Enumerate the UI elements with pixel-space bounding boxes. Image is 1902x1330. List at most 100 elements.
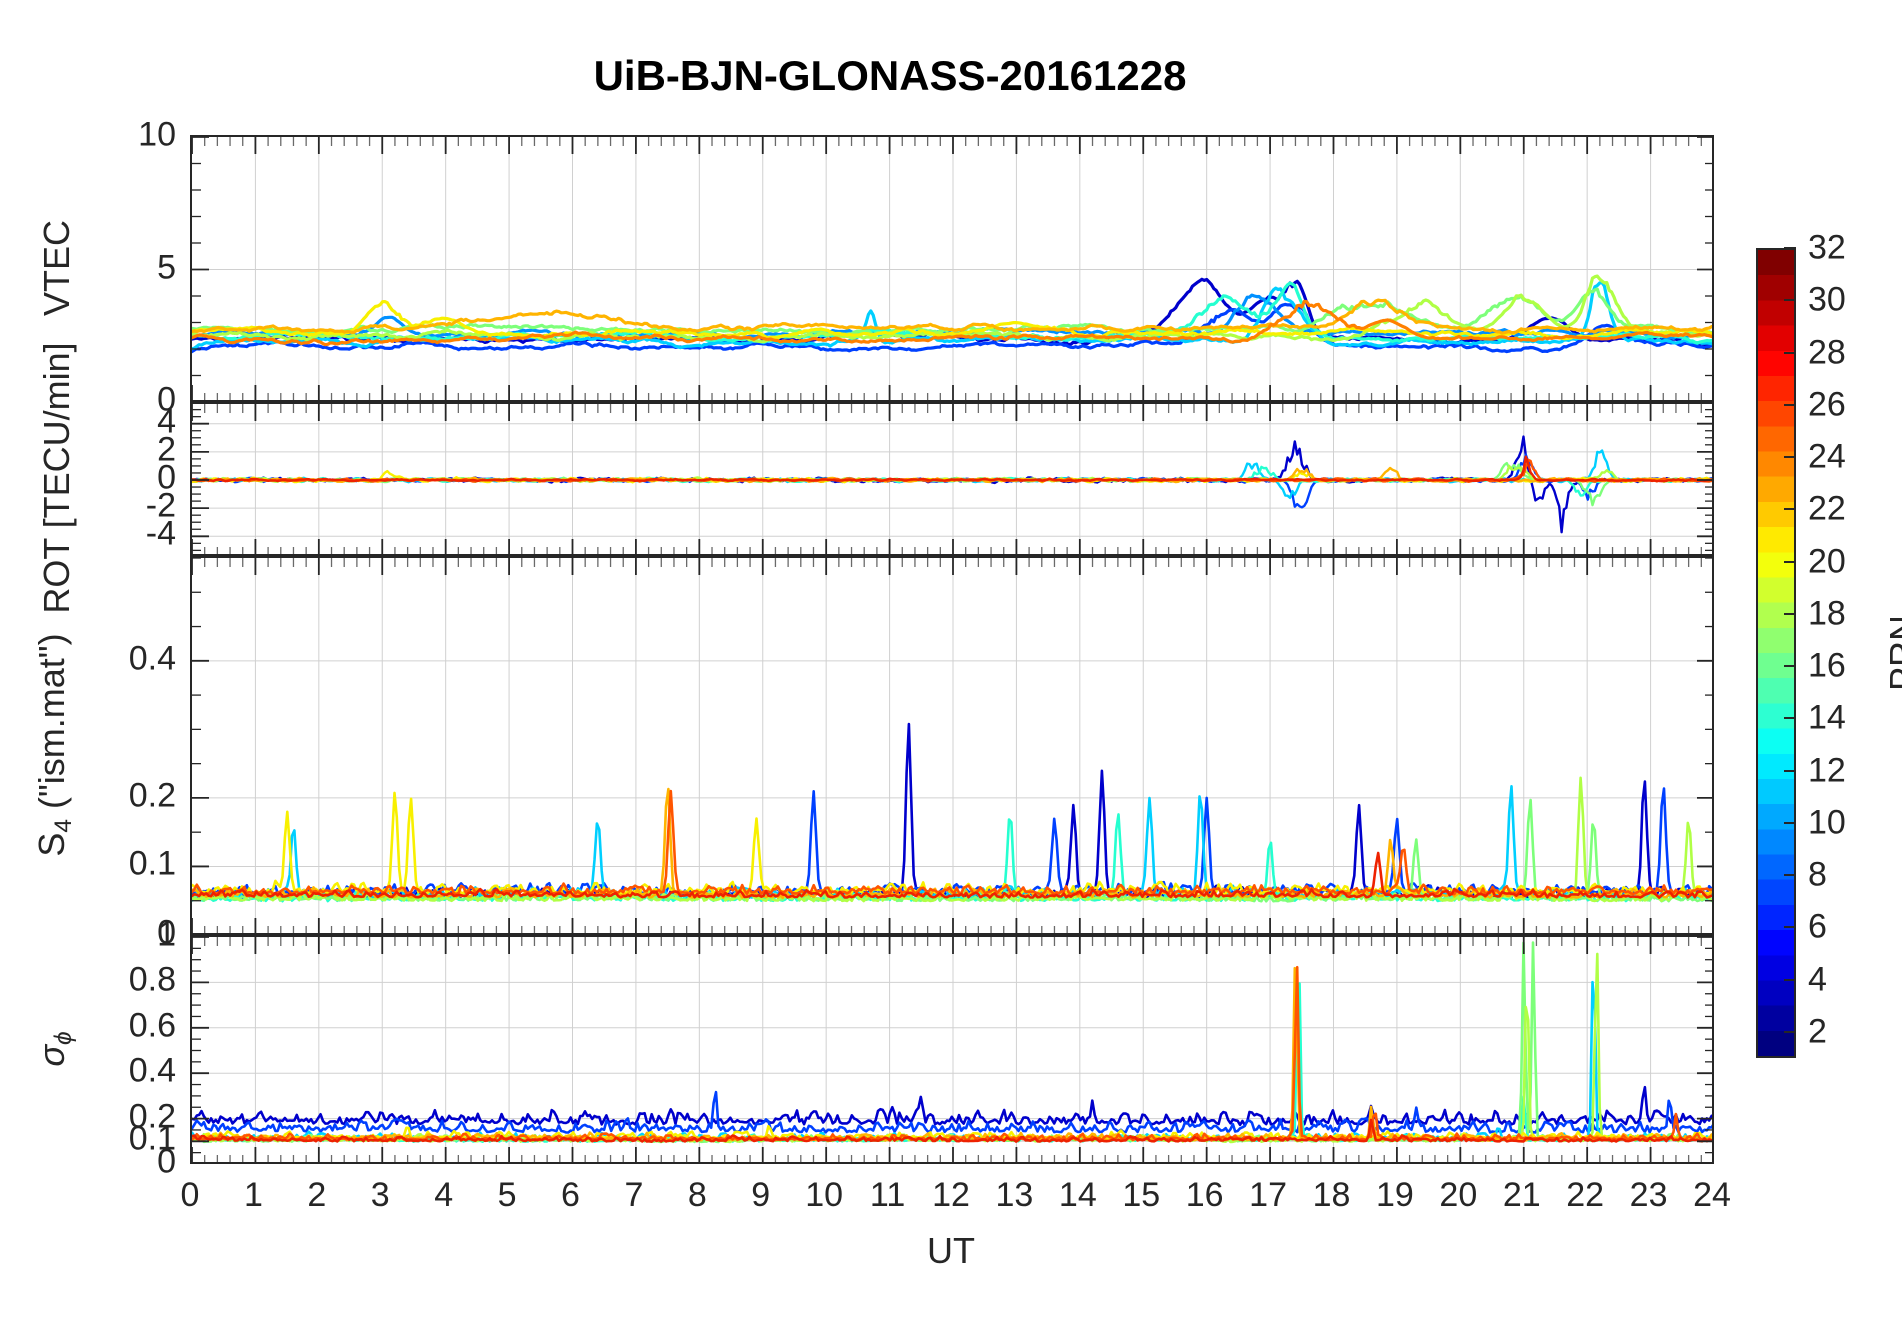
ytick-rot-1: -2	[145, 486, 176, 525]
colorbar-label-4: 10	[1808, 803, 1846, 842]
xtick-14: 14	[1058, 1176, 1097, 1214]
xtick-15: 15	[1122, 1176, 1161, 1214]
plot-panel-s4	[190, 556, 1714, 935]
ytick-rot-4: 4	[157, 402, 176, 441]
colorbar-tick-14	[1784, 299, 1796, 302]
y-axis-label-vtec: VTEC	[36, 219, 77, 316]
ytick-vtec-1: 5	[157, 248, 176, 286]
ytick-s4-2: 0.2	[128, 776, 176, 815]
y-axis-label-sigmaphi: σϕ	[31, 1030, 77, 1067]
xtick-7: 7	[624, 1176, 644, 1214]
xtick-4: 4	[434, 1176, 454, 1214]
xtick-23: 23	[1629, 1176, 1668, 1214]
colorbar-label-2: 6	[1808, 907, 1827, 946]
xtick-22: 22	[1566, 1176, 1605, 1214]
plot-panel-rot	[190, 402, 1714, 556]
colorbar-tick-12	[1784, 403, 1796, 406]
xtick-24: 24	[1693, 1176, 1731, 1214]
series-prn-28	[192, 851, 1712, 899]
series-prn-18	[192, 776, 1712, 903]
ytick-rot-3: 2	[157, 430, 176, 469]
colorbar-label-8: 18	[1808, 594, 1846, 633]
xtick-3: 3	[370, 1176, 390, 1214]
xtick-12: 12	[932, 1176, 970, 1214]
colorbar-label-5: 12	[1808, 751, 1846, 790]
data-traces-sigmaphi	[192, 941, 1712, 1144]
ticks-sigmaphi	[192, 937, 1712, 1162]
series-prn-4	[192, 1090, 1712, 1134]
xtick-1: 1	[243, 1176, 263, 1214]
xtick-21: 21	[1502, 1176, 1541, 1214]
ytick-sigmaphi-0: 0	[157, 1142, 176, 1181]
ytick-sigmaphi-2: 0.2	[128, 1097, 176, 1136]
colorbar-label-15: 32	[1808, 228, 1846, 267]
colorbar-tick-2	[1784, 926, 1796, 929]
colorbar-label-3: 8	[1808, 855, 1827, 894]
colorbar-tick-3	[1784, 874, 1796, 877]
data-traces-s4	[192, 722, 1712, 903]
series-prn-28	[192, 1118, 1712, 1143]
xtick-19: 19	[1375, 1176, 1414, 1214]
series-prn-4	[192, 302, 1712, 354]
plot-panel-vtec	[190, 135, 1714, 402]
colorbar-label-14: 30	[1808, 280, 1846, 319]
ytick-rot-0: -4	[145, 514, 176, 553]
colorbar-tick-6	[1784, 717, 1796, 720]
colorbar-tick-10	[1784, 508, 1796, 511]
xtick-16: 16	[1185, 1176, 1224, 1214]
figure-title: UiB-BJN-GLONASS-20161228	[593, 52, 1187, 99]
ytick-rot-2: 0	[157, 458, 176, 497]
ytick-sigmaphi-3: 0.4	[128, 1051, 176, 1090]
colorbar-label-10: 22	[1808, 489, 1846, 528]
xtick-18: 18	[1312, 1176, 1351, 1214]
plot-canvas-rot	[192, 404, 1712, 554]
colorbar-tick-9	[1784, 560, 1796, 563]
colorbar-tick-5	[1784, 769, 1796, 772]
xtick-13: 13	[995, 1176, 1034, 1214]
xtick-8: 8	[687, 1176, 707, 1214]
xtick-11: 11	[869, 1176, 906, 1214]
colorbar-gradient	[1756, 248, 1796, 1058]
xtick-0: 0	[180, 1176, 200, 1214]
ytick-s4-3: 0.4	[128, 639, 176, 678]
xtick-10: 10	[805, 1176, 844, 1214]
colorbar-label-1: 4	[1808, 960, 1827, 999]
ticks-rot	[192, 404, 1712, 554]
ytick-vtec-2: 10	[138, 115, 176, 154]
colorbar-label-12: 26	[1808, 385, 1846, 424]
gridlines-s4	[192, 558, 1712, 933]
colorbar-tick-0	[1784, 1030, 1796, 1033]
colorbar-tick-1	[1784, 978, 1796, 981]
xtick-6: 6	[561, 1176, 580, 1214]
colorbar-tick-15	[1784, 247, 1796, 249]
series-prn-24	[192, 299, 1712, 347]
xtick-17: 17	[1249, 1176, 1287, 1214]
ytick-sigmaphi-4: 0.6	[128, 1006, 176, 1045]
x-axis-label: UT	[927, 1230, 975, 1271]
series-prn-23	[192, 298, 1712, 335]
ticks-vtec	[192, 137, 1712, 400]
ytick-sigmaphi-5: 0.8	[128, 960, 176, 999]
colorbar-tick-7	[1784, 665, 1796, 668]
series-prn-28	[192, 455, 1712, 483]
ytick-vtec-0: 0	[157, 380, 176, 419]
data-traces-vtec	[192, 274, 1712, 354]
colorbar-label-0: 2	[1808, 1012, 1827, 1051]
gridlines-vtec	[192, 137, 1712, 400]
colorbar-tick-11	[1784, 456, 1796, 459]
ticks-s4	[192, 558, 1712, 933]
colorbar-label-13: 28	[1808, 333, 1846, 372]
colorbar-label-9: 20	[1808, 542, 1846, 581]
plot-canvas-vtec	[192, 137, 1712, 400]
series-prn-21	[192, 300, 1712, 341]
colorbar-title: PRN	[1882, 614, 1902, 692]
xtick-20: 20	[1439, 1176, 1478, 1214]
colorbar-label-6: 14	[1808, 698, 1846, 737]
xtick-9: 9	[751, 1176, 771, 1214]
y-axis-label-s4: S4 ("ism.mat")	[31, 632, 77, 857]
colorbar-label-7: 16	[1808, 646, 1846, 685]
plot-panel-sigmaphi	[190, 935, 1714, 1164]
plot-canvas-s4	[192, 558, 1712, 933]
